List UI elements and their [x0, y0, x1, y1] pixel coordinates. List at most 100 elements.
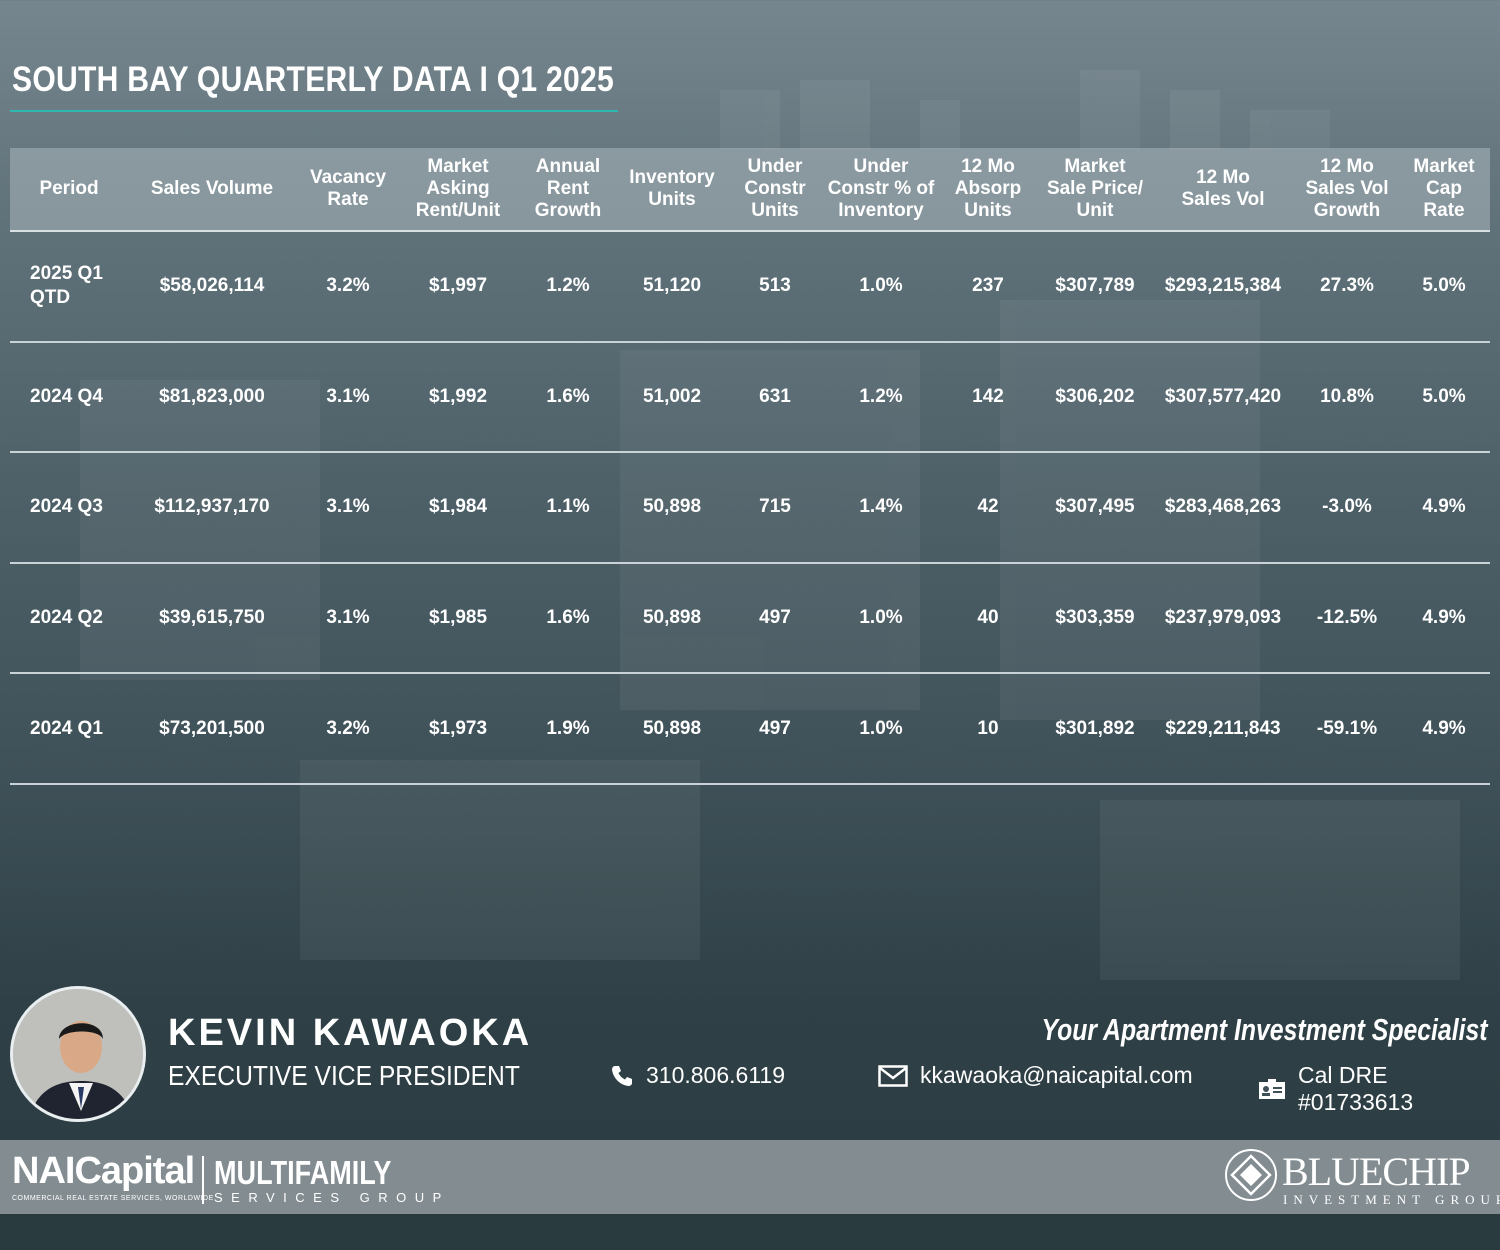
license-number: Cal DRE #01733613	[1298, 1062, 1414, 1115]
table-cell: $39,615,750	[159, 607, 265, 629]
table-cell: 10	[977, 717, 999, 739]
column-header: 12 Mo Sales Vol	[1181, 167, 1265, 210]
table-cell: 50,898	[642, 607, 702, 629]
multifamily-subtitle: SERVICES GROUP	[214, 1190, 450, 1205]
table-cell: 5.0%	[1422, 385, 1466, 407]
table-cell: 4.9%	[1422, 717, 1466, 739]
period-cell: 2024 Q2	[30, 607, 103, 629]
table-cell: 237	[972, 275, 1004, 297]
column-header: Period	[39, 178, 99, 199]
column-header: Market Sale Price/ Unit	[1046, 156, 1144, 221]
table-cell: 1.4%	[859, 496, 903, 518]
email-contact[interactable]: kkawaoka@naicapital.com	[878, 1062, 1193, 1089]
phone-number: 310.806.6119	[646, 1062, 785, 1088]
table-cell: 50,898	[642, 496, 702, 518]
table-cell: 1.2%	[546, 275, 590, 297]
table-cell: 10.8%	[1320, 385, 1374, 407]
table-cell: 27.3%	[1320, 275, 1374, 297]
table-cell: $307,577,420	[1164, 385, 1282, 407]
table-cell: 1.0%	[859, 607, 903, 629]
column-header: Inventory Units	[629, 167, 715, 210]
column-header: 12 Mo Absorp Units	[954, 156, 1022, 221]
table-cell: 4.9%	[1422, 607, 1466, 629]
table-cell: $1,997	[428, 275, 488, 297]
title-underline	[10, 110, 618, 112]
table-header-row: Period Sales Volume Vacancy Rate Market …	[10, 148, 1490, 232]
table-cell: 51,002	[642, 385, 702, 407]
table-cell: $1,973	[428, 717, 488, 739]
table-cell: 1.1%	[546, 496, 590, 518]
table-cell: 3.1%	[326, 385, 370, 407]
table-row: 2024 Q4 $81,823,000 3.1% $1,992 1.6% 51,…	[10, 343, 1490, 454]
table-cell: 50,898	[642, 717, 702, 739]
bluechip-logo: BLUECHIP	[1282, 1149, 1471, 1194]
table-cell: $73,201,500	[159, 717, 265, 739]
nai-tagline: COMMERCIAL REAL ESTATE SERVICES, WORLDWI…	[12, 1195, 214, 1202]
table-cell: $112,937,170	[154, 496, 270, 518]
tagline: Your Apartment Investment Specialist	[1041, 1012, 1488, 1047]
table-cell: 3.2%	[326, 275, 370, 297]
table-cell: 1.0%	[859, 275, 903, 297]
table-cell: $306,202	[1055, 385, 1135, 407]
nai-capital-logo: NAICapital	[12, 1150, 195, 1192]
table-cell: 1.6%	[546, 607, 590, 629]
table-cell: $81,823,000	[159, 385, 265, 407]
quarterly-data-table: Period Sales Volume Vacancy Rate Market …	[10, 148, 1490, 785]
table-row: 2024 Q3 $112,937,170 3.1% $1,984 1.1% 50…	[10, 453, 1490, 564]
table-row: 2024 Q1 $73,201,500 3.2% $1,973 1.9% 50,…	[10, 674, 1490, 785]
id-card-icon	[1258, 1078, 1286, 1100]
table-cell: 1.2%	[859, 385, 903, 407]
table-cell: 1.0%	[859, 717, 903, 739]
column-header: Annual Rent Growth	[534, 156, 602, 221]
table-cell: 513	[759, 275, 791, 297]
table-cell: $301,892	[1055, 717, 1135, 739]
table-cell: $1,985	[428, 607, 488, 629]
table-cell: 497	[759, 607, 791, 629]
column-header: Under Constr Units	[744, 156, 806, 221]
logo-divider	[202, 1156, 204, 1204]
bluechip-diamond-icon	[1224, 1148, 1278, 1207]
table-cell: 3.1%	[326, 607, 370, 629]
table-cell: $303,359	[1055, 607, 1135, 629]
page-title: SOUTH BAY QUARTERLY DATA I Q1 2025	[12, 60, 615, 99]
license-info: Cal DRE #01733613	[1258, 1062, 1500, 1116]
footer-bottom-strip	[0, 1214, 1500, 1250]
period-cell: 2025 Q1 QTD	[30, 263, 103, 309]
table-cell: 5.0%	[1422, 275, 1466, 297]
agent-title: EXECUTIVE VICE PRESIDENT	[168, 1060, 520, 1091]
bluechip-subtitle: INVESTMENT GROUP	[1283, 1192, 1500, 1207]
period-cell: 2024 Q3	[30, 496, 103, 518]
table-cell: 497	[759, 717, 791, 739]
table-cell: $1,992	[428, 385, 488, 407]
column-header: Market Asking Rent/Unit	[415, 156, 501, 221]
agent-name: KEVIN KAWAOKA	[168, 1012, 533, 1054]
table-cell: 3.1%	[326, 496, 370, 518]
column-header: 12 Mo Sales Vol Growth	[1305, 156, 1389, 221]
table-cell: -12.5%	[1316, 607, 1378, 629]
table-cell: 715	[759, 496, 791, 518]
table-cell: $1,984	[428, 496, 488, 518]
column-header: Market Cap Rate	[1413, 156, 1475, 221]
phone-contact[interactable]: 310.806.6119	[610, 1062, 785, 1089]
table-cell: $237,979,093	[1164, 607, 1282, 629]
table-cell: -59.1%	[1316, 717, 1378, 739]
table-row: 2025 Q1 QTD $58,026,114 3.2% $1,997 1.2%…	[10, 232, 1490, 343]
table-cell: 40	[977, 607, 999, 629]
multifamily-logo: MULTIFAMILY	[214, 1154, 392, 1191]
column-header: Sales Volume	[150, 178, 274, 199]
table-cell: -3.0%	[1322, 496, 1372, 518]
table-cell: 3.2%	[326, 717, 370, 739]
table-cell: $307,495	[1055, 496, 1135, 518]
column-header: Under Constr % of Inventory	[827, 156, 935, 221]
column-header: Vacancy Rate	[309, 167, 387, 210]
table-cell: $229,211,843	[1165, 717, 1281, 739]
table-cell: 142	[972, 385, 1004, 407]
table-cell: 631	[759, 385, 791, 407]
agent-photo	[10, 986, 146, 1122]
period-cell: 2024 Q4	[30, 385, 103, 407]
table-cell: 51,120	[642, 275, 702, 297]
phone-icon	[610, 1064, 634, 1088]
table-cell: $293,215,384	[1164, 275, 1282, 297]
table-cell: 4.9%	[1422, 496, 1466, 518]
table-cell: $283,468,263	[1164, 496, 1282, 518]
